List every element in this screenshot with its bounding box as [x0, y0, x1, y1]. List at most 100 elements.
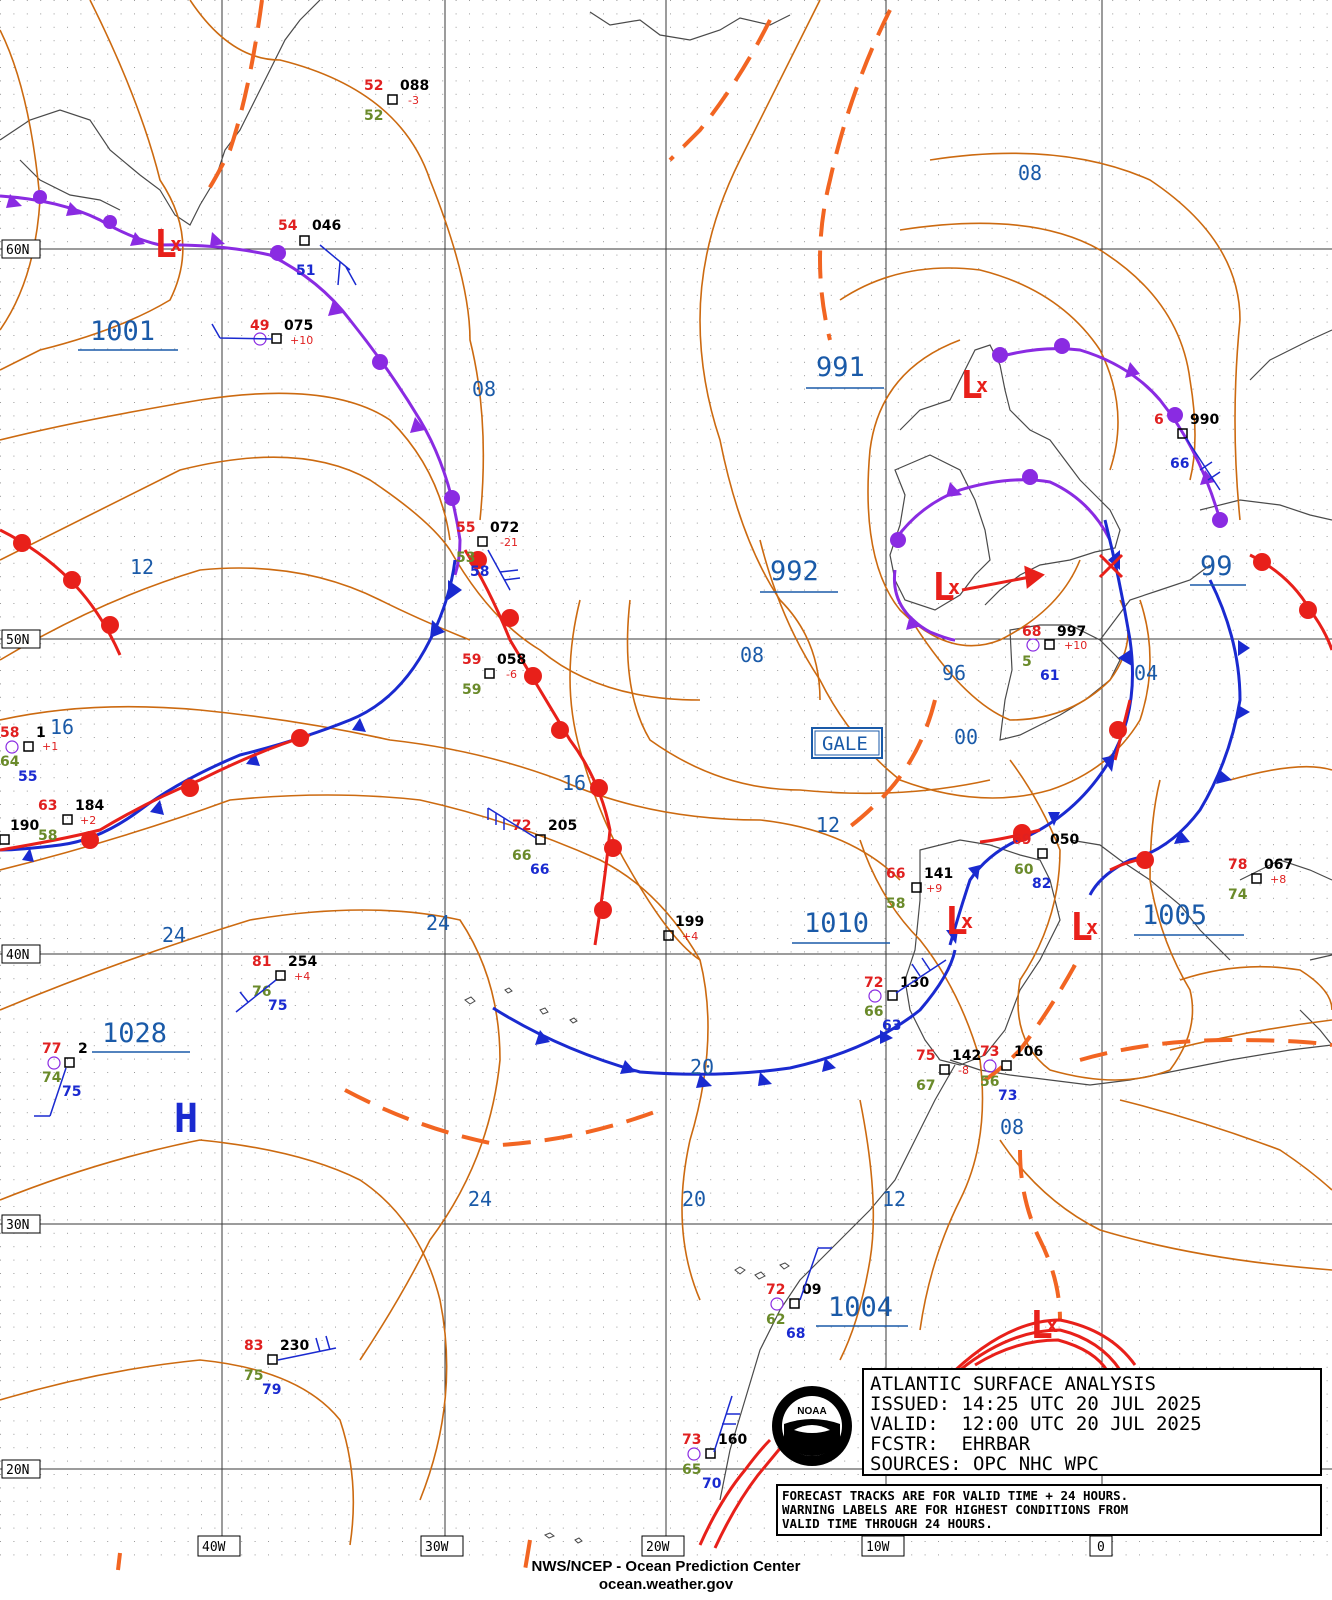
svg-text:142: 142: [952, 1048, 981, 1064]
svg-text:254: 254: [288, 954, 317, 970]
svg-text:990: 990: [1190, 412, 1219, 428]
station-plot: 54 046 51: [278, 218, 357, 286]
svg-text:68: 68: [1022, 624, 1041, 640]
svg-text:160: 160: [718, 1432, 747, 1448]
svg-text:77: 77: [42, 1041, 61, 1057]
svg-text:63: 63: [38, 798, 57, 814]
svg-text:075: 075: [284, 318, 313, 334]
station-plot: 59 058 59 -6: [462, 652, 526, 698]
svg-text:991: 991: [816, 352, 865, 383]
svg-text:52: 52: [364, 108, 383, 124]
svg-text:08: 08: [1018, 161, 1042, 185]
svg-text:072: 072: [490, 520, 519, 536]
svg-text:H: H: [174, 1096, 198, 1142]
svg-text:81: 81: [252, 954, 271, 970]
svg-text:1028: 1028: [102, 1018, 167, 1049]
svg-text:72: 72: [864, 975, 883, 991]
footer-url[interactable]: ocean.weather.gov: [598, 1576, 734, 1593]
svg-text:-3: -3: [408, 94, 419, 107]
cold-front-symbols: [22, 550, 1250, 1088]
svg-text:+4: +4: [682, 930, 698, 943]
svg-text:+9: +9: [926, 882, 942, 895]
station-plot: 66 141 58 +9: [886, 866, 953, 912]
svg-text:-6: -6: [506, 668, 517, 681]
svg-text:82: 82: [1032, 876, 1051, 892]
svg-text:046: 046: [312, 218, 341, 234]
svg-text:230: 230: [280, 1338, 309, 1354]
svg-text:x: x: [1046, 1313, 1058, 1337]
high-center: H: [174, 1096, 198, 1142]
svg-text:99: 99: [1200, 551, 1233, 582]
svg-text:51: 51: [296, 263, 315, 279]
svg-text:54: 54: [278, 218, 298, 234]
svg-text:61: 61: [1040, 668, 1059, 684]
svg-text:72: 72: [512, 818, 531, 834]
longitude-labels: 40W 30W 20W 10W 0: [197, 1535, 1113, 1557]
svg-text:08: 08: [472, 377, 496, 401]
svg-text:59: 59: [462, 652, 481, 668]
svg-text:66: 66: [530, 862, 549, 878]
svg-text:00: 00: [954, 725, 978, 749]
svg-text:30W: 30W: [425, 1540, 449, 1555]
svg-text:56: 56: [980, 1074, 999, 1090]
svg-text:58: 58: [470, 564, 489, 580]
low-center-991: Lx: [960, 363, 988, 407]
svg-text:1005: 1005: [1142, 900, 1207, 931]
info-sources: SOURCES: OPC NHC WPC: [870, 1453, 1099, 1475]
svg-text:+10: +10: [1064, 639, 1087, 652]
svg-text:24: 24: [426, 911, 450, 935]
track-arrow: [961, 565, 1045, 592]
svg-text:79: 79: [262, 1382, 281, 1398]
svg-text:199: 199: [675, 914, 704, 930]
svg-text:+1: +1: [42, 740, 58, 753]
svg-text:75: 75: [62, 1084, 81, 1100]
occluded-symbols: [6, 190, 1228, 630]
svg-text:09: 09: [802, 1282, 821, 1298]
svg-text:106: 106: [1014, 1044, 1043, 1060]
svg-text:L: L: [1030, 1303, 1053, 1347]
svg-text:12: 12: [130, 555, 154, 579]
svg-text:60: 60: [1014, 862, 1034, 878]
svg-text:64: 64: [0, 754, 20, 770]
low-centers: Lx Lx Lx Lx Lx Lx: [154, 222, 1098, 1347]
svg-text:75: 75: [268, 998, 287, 1014]
svg-text:59: 59: [462, 682, 481, 698]
svg-text:40N: 40N: [6, 948, 29, 963]
svg-text:83: 83: [244, 1338, 263, 1354]
svg-text:63: 63: [882, 1018, 901, 1034]
svg-text:L: L: [945, 899, 968, 943]
svg-text:20: 20: [690, 1055, 714, 1079]
svg-text:73: 73: [980, 1044, 999, 1060]
svg-text:184: 184: [75, 798, 104, 814]
svg-text:08: 08: [740, 643, 764, 667]
svg-text:04: 04: [1134, 661, 1158, 685]
note-line: VALID TIME THROUGH 24 HOURS.: [782, 1516, 993, 1531]
station-plot: 75 142 67 -8: [916, 1048, 981, 1094]
svg-text:24: 24: [162, 923, 186, 947]
svg-text:x: x: [961, 909, 973, 933]
svg-text:66: 66: [864, 1004, 883, 1020]
info-forecaster: FCSTR: EHRBAR: [870, 1433, 1031, 1455]
svg-text:08: 08: [1000, 1115, 1024, 1139]
station-plot: 68 997 5 61 +10: [1022, 624, 1087, 684]
info-issued: ISSUED: 14:25 UTC 20 JUL 2025: [870, 1393, 1202, 1415]
tropical-track: [698, 1318, 1137, 1549]
info-valid: VALID: 12:00 UTC 20 JUL 2025: [870, 1413, 1202, 1435]
svg-text:67: 67: [916, 1078, 935, 1094]
analysis-info-box: ATLANTIC SURFACE ANALYSIS ISSUED: 14:25 …: [862, 1368, 1322, 1476]
svg-text:49: 49: [250, 318, 269, 334]
svg-text:5: 5: [1022, 654, 1032, 670]
svg-text:75: 75: [244, 1368, 263, 1384]
svg-text:0: 0: [1097, 1540, 1105, 1555]
svg-text:74: 74: [1228, 887, 1248, 903]
isobars: [0, 0, 1332, 1546]
svg-text:60N: 60N: [6, 243, 29, 258]
svg-text:20N: 20N: [6, 1463, 29, 1478]
